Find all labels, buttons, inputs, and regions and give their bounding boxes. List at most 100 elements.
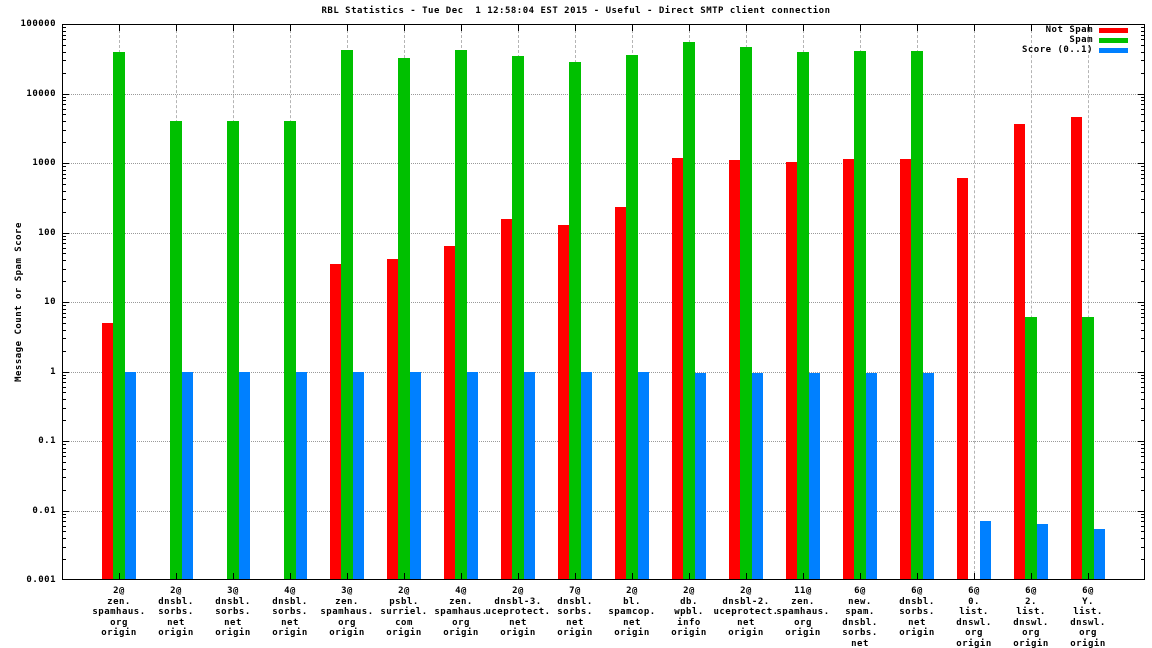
x-major-tick-top <box>689 25 690 31</box>
y-minor-tick-left <box>63 521 66 523</box>
bar-spam <box>455 50 467 579</box>
legend-swatch <box>1099 37 1128 43</box>
x-major-tick-bottom <box>860 573 861 579</box>
x-category-label-line: origin <box>671 628 707 638</box>
y-minor-tick-right <box>1141 30 1144 32</box>
x-major-tick-top <box>290 25 291 31</box>
x-category-label-line: spamhaus. <box>434 607 488 617</box>
x-category-label-line: sorbs. <box>215 607 251 617</box>
bar-score-0-1 <box>523 371 536 579</box>
x-category-label-line: list. <box>1073 607 1103 617</box>
x-major-tick-top <box>176 25 177 31</box>
x-category-label-line: 2@ <box>113 586 125 596</box>
y-minor-tick-left <box>63 461 66 463</box>
y-minor-tick-left <box>63 247 66 249</box>
y-minor-tick-left <box>63 531 66 533</box>
bar-spam <box>113 51 125 579</box>
bar-not-spam <box>443 245 456 579</box>
x-category-label-line: sorbs. <box>899 607 935 617</box>
x-category-label-line: sorbs. <box>272 607 308 617</box>
y-tick-label: 10000 <box>26 88 56 99</box>
y-minor-tick-right <box>1141 378 1144 380</box>
x-category-label-line: sorbs. <box>557 607 593 617</box>
legend-label: Not Spam <box>1045 25 1093 35</box>
y-minor-tick-right <box>1141 329 1144 331</box>
y-minor-tick-left <box>63 317 66 319</box>
y-minor-tick-left <box>63 239 66 241</box>
y-tick-label: 100000 <box>20 19 56 29</box>
x-category-label-line: origin <box>500 628 536 638</box>
x-category-label-line: org <box>794 617 812 628</box>
bar-not-spam <box>842 158 855 579</box>
y-minor-tick-left <box>63 322 66 324</box>
x-category-label-line: sorbs. <box>842 628 878 638</box>
legend-row: Not Spam <box>1022 25 1128 35</box>
y-minor-tick-left <box>63 312 66 314</box>
y-minor-tick-right <box>1141 100 1144 102</box>
legend-label: Score (0..1) <box>1021 45 1093 55</box>
y-minor-tick-left <box>63 72 66 74</box>
y-minor-tick-right <box>1141 72 1144 74</box>
x-category-label: 4@ zen. spamhaus. org origin <box>415 586 507 639</box>
x-category-label-line: uceprotect. <box>713 607 779 617</box>
x-category-label-line: origin <box>215 628 251 638</box>
x-category-label: 3@ dnsbl. sorbs. net origin <box>187 586 279 639</box>
x-category-label-line: origin <box>329 628 365 638</box>
x-category-label-line: 6@ <box>1082 586 1094 596</box>
x-category-label-line: dnsbl. <box>899 596 935 607</box>
y-minor-tick-left <box>63 281 66 283</box>
x-gridline <box>1031 25 1032 579</box>
x-category-label-line: dnsbl-2. <box>722 596 770 607</box>
bar-score-0-1 <box>637 371 650 579</box>
bar-spam <box>911 50 923 579</box>
x-major-tick-bottom <box>290 573 291 579</box>
y-minor-tick-left <box>63 243 66 245</box>
x-category-label: 6@ 2. list. dnswl. org origin <box>985 586 1077 648</box>
x-major-tick-top <box>803 25 804 31</box>
x-category-label-line: net <box>908 617 926 628</box>
y-minor-tick-left <box>63 374 66 376</box>
x-category-label-line: origin <box>557 628 593 638</box>
y-minor-tick-right <box>1141 34 1144 36</box>
x-category-label-line: origin <box>158 628 194 638</box>
x-category-label: 2@ zen. spamhaus. org origin <box>73 586 165 639</box>
x-category-label-line: origin <box>899 628 935 638</box>
x-category-label-line: spamhaus. <box>320 607 374 617</box>
bar-spam <box>569 62 581 579</box>
y-minor-tick-right <box>1141 489 1144 491</box>
y-minor-tick-right <box>1141 374 1144 376</box>
y-minor-tick-left <box>63 166 66 168</box>
bar-not-spam <box>728 160 741 579</box>
y-minor-tick-left <box>63 235 66 237</box>
x-major-tick-bottom <box>575 573 576 579</box>
y-minor-tick-left <box>63 34 66 36</box>
bar-not-spam <box>329 264 342 579</box>
y-minor-tick-right <box>1141 559 1144 561</box>
y-minor-tick-left <box>63 173 66 175</box>
y-minor-tick-left <box>63 305 66 307</box>
x-category-label-line: dnsbl. <box>158 596 194 607</box>
x-category-label-line: org <box>1079 628 1097 638</box>
y-minor-tick-right <box>1141 44 1144 46</box>
x-category-label-line: 6@ <box>968 586 980 596</box>
x-category-label-line: new. <box>848 596 872 607</box>
chart-title: RBL Statistics - Tue Dec 1 12:58:04 EST … <box>321 6 831 16</box>
bar-score-0-1 <box>865 373 878 579</box>
x-category-label-line: db. <box>680 596 698 607</box>
y-minor-tick-right <box>1141 173 1144 175</box>
x-major-tick-top <box>1088 25 1089 31</box>
x-major-tick-top <box>746 25 747 31</box>
bar-score-0-1 <box>466 371 479 579</box>
x-category-label: 4@ dnsbl. sorbs. net origin <box>244 586 336 639</box>
bar-spam <box>512 55 524 579</box>
bar-spam <box>1082 317 1094 579</box>
y-minor-tick-right <box>1141 27 1144 29</box>
x-category-label-line: dnswl. <box>1013 617 1049 628</box>
y-major-tick-right <box>1138 232 1144 234</box>
y-major-tick-left <box>63 441 69 442</box>
x-category-label-line: zen. <box>791 596 815 607</box>
bar-score-0-1 <box>979 521 992 579</box>
x-category-label-line: 7@ <box>569 586 581 596</box>
y-minor-tick-left <box>63 468 66 470</box>
bar-spam <box>854 50 866 579</box>
